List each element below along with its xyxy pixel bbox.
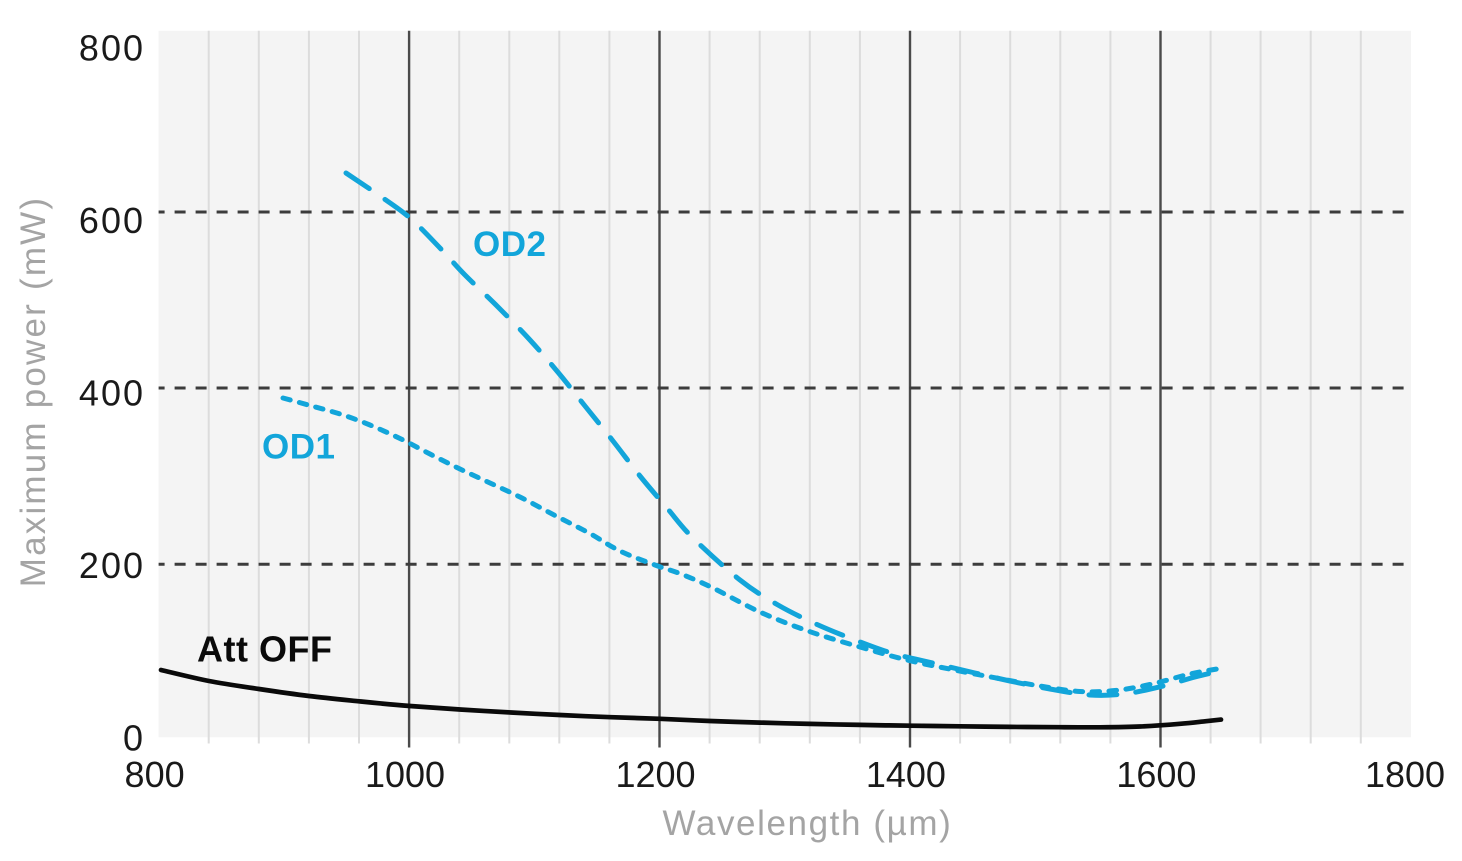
svg-text:1000: 1000 [365, 754, 445, 795]
svg-text:0: 0 [123, 717, 145, 758]
svg-text:800: 800 [125, 754, 185, 795]
svg-text:OD2: OD2 [473, 225, 546, 264]
svg-text:OD1: OD1 [262, 428, 335, 467]
svg-text:1600: 1600 [1116, 754, 1196, 795]
svg-text:800: 800 [79, 28, 145, 69]
svg-text:400: 400 [79, 372, 145, 413]
svg-text:1200: 1200 [615, 754, 695, 795]
svg-text:Maximum power (mW): Maximum power (mW) [14, 196, 53, 588]
svg-text:Wavelength (µm): Wavelength (µm) [663, 804, 953, 843]
svg-text:600: 600 [79, 200, 145, 241]
svg-text:1800: 1800 [1365, 754, 1445, 795]
svg-text:1400: 1400 [866, 754, 946, 795]
svg-text:Att OFF: Att OFF [197, 629, 332, 670]
svg-text:200: 200 [79, 545, 145, 586]
